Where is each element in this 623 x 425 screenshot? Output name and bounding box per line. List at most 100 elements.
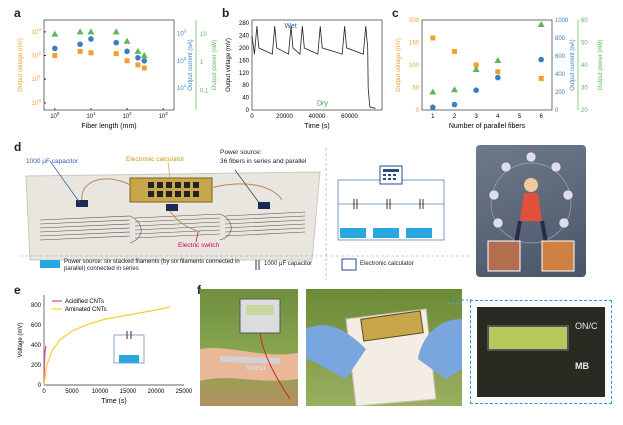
annotation-wet: Wet — [285, 23, 297, 30]
y-tick-label-a: 102 — [32, 51, 42, 60]
y-tick-label-a: 101 — [32, 74, 42, 83]
data-point-a — [124, 48, 130, 55]
x-tick-label-e: 25000 — [176, 389, 192, 395]
data-point-c — [495, 74, 501, 81]
data-point-c — [472, 66, 480, 72]
data-point-c — [495, 69, 501, 75]
y3-tick-label-c: 50 — [581, 41, 588, 47]
data-point-a — [76, 28, 84, 35]
y-tick-label-b: 40 — [242, 96, 249, 102]
x-tick-label-c: 6 — [539, 114, 543, 120]
photo-gloved-hands — [306, 289, 462, 407]
person-portrait-1 — [487, 240, 521, 272]
chart-b-frame — [251, 19, 383, 111]
y2-tick-label-a: 101 — [177, 83, 187, 92]
panel-letter-f: f — [197, 283, 201, 297]
x-tick-label-b: 40000 — [309, 114, 326, 120]
right-glove — [418, 319, 462, 379]
x-label-b: Time (s) — [304, 123, 329, 130]
calculator-on-sleeve — [360, 310, 424, 342]
x-tick-label-c: 2 — [453, 114, 457, 120]
y3-tick-label-c: 60 — [581, 18, 588, 24]
calculator-keys — [148, 182, 199, 197]
label-on-c: ON/C — [575, 321, 598, 331]
y3-tick-label-a: 10 — [200, 32, 207, 38]
chart-c: 1 2 3 4 5 60501001502000200400600800100020304… — [396, 18, 604, 130]
x-tick-label-c: 5 — [518, 114, 522, 120]
y2-label-c: Output current (nA) — [570, 39, 576, 90]
data-point-a — [140, 52, 148, 59]
x-tick-label-b: 20000 — [276, 114, 293, 120]
y-tick-label-e: 200 — [31, 363, 42, 369]
y3-label-c: Output power (nW) — [598, 40, 604, 91]
series-line-e — [43, 345, 47, 386]
data-point-a — [87, 28, 95, 35]
x-tick-label-c: 4 — [496, 114, 500, 120]
y3-tick-label-c: 20 — [581, 108, 588, 114]
x-tick-label-b: 0 — [250, 114, 254, 120]
y2-tick-label-a: 102 — [177, 56, 187, 65]
capacitor-photo-3 — [258, 202, 270, 209]
data-point-c — [538, 56, 544, 63]
y2-label-a: Output current (nA) — [188, 39, 194, 90]
y-tick-label-a: 103 — [32, 27, 42, 36]
data-point-a — [113, 51, 119, 57]
legend-capacitor-text: 1000 μF capacitor — [264, 261, 313, 267]
multimeter-icon — [239, 298, 281, 334]
y3-label-a: Output power (nW) — [212, 40, 218, 91]
inset-source-e — [119, 355, 139, 363]
chart-c-frame — [421, 19, 553, 111]
y3-tick-label-a: 0.1 — [200, 88, 209, 94]
zoom-inset: ON/C MB — [470, 300, 612, 404]
panel-d: 1000 μF capacitor Electronic calculator … — [20, 148, 470, 280]
y-label-b: Output voltage (mV) — [226, 38, 232, 92]
y-tick-label-b: 200 — [239, 46, 250, 52]
y2-tick-label-c: 0 — [555, 108, 559, 114]
panel-letter-e: e — [14, 283, 21, 297]
data-point-c — [473, 87, 479, 93]
x-tick-label-e: 20000 — [148, 389, 165, 395]
data-point-c — [430, 35, 436, 41]
wearer-illustration — [476, 145, 586, 277]
chart-b: 0 20000 40000 60000 0 40 80 120 160 200 240 280 Time… — [226, 19, 383, 130]
label-power-source: Power source: 36 fibers in series and pa… — [220, 149, 307, 165]
y3-tick-label-c: 40 — [581, 63, 588, 69]
y-tick-label-a: 100 — [32, 98, 42, 107]
panel-d-illustration — [20, 148, 470, 280]
chart-e: 0 5000 10000 15000 20000 25000 0 200 400 600 800 Ti… — [18, 295, 192, 405]
left-glove — [306, 325, 366, 379]
legend-label-e: Aminated CNTs — [65, 307, 107, 313]
athlete-head-icon — [524, 178, 538, 192]
y-label-e: Voltage (mV) — [18, 323, 24, 358]
data-point-a — [77, 48, 83, 54]
data-point-c — [430, 104, 436, 111]
person-portrait-2 — [541, 240, 575, 272]
calculator-display-photo: ON/C MB — [477, 307, 605, 397]
data-point-c — [538, 76, 544, 81]
y-tick-label-c: 200 — [409, 18, 420, 24]
data-point-a — [88, 50, 94, 56]
circuit-source-3 — [406, 228, 432, 238]
y-label-a: Output voltage (mV) — [18, 38, 24, 92]
x-tick-label-a: 101 — [86, 111, 96, 120]
circuit-source-1 — [340, 228, 366, 238]
x-tick-label-a: 102 — [122, 111, 132, 120]
data-point-a — [141, 65, 147, 71]
legend-source-swatch — [40, 260, 60, 268]
panel-letter-b: b — [222, 6, 230, 20]
label-capacitor: 1000 μF capacitor — [26, 158, 79, 165]
x-tick-label-e: 15000 — [120, 389, 137, 395]
data-point-a — [135, 55, 141, 61]
legend-calculator-icon — [341, 258, 357, 271]
data-point-c — [452, 49, 457, 54]
data-point-c — [494, 57, 502, 63]
data-point-a — [123, 37, 131, 44]
y-tick-label-b: 160 — [239, 58, 250, 64]
capacitor-photo-1 — [76, 200, 88, 207]
y3-tick-label-a: 1 — [200, 60, 204, 66]
x-tick-label-b: 60000 — [341, 114, 358, 120]
y-tick-label-c: 50 — [412, 86, 419, 92]
y-tick-label-e: 0 — [38, 383, 42, 389]
y-tick-label-e: 600 — [31, 323, 42, 329]
y-tick-label-b: 0 — [246, 108, 250, 114]
